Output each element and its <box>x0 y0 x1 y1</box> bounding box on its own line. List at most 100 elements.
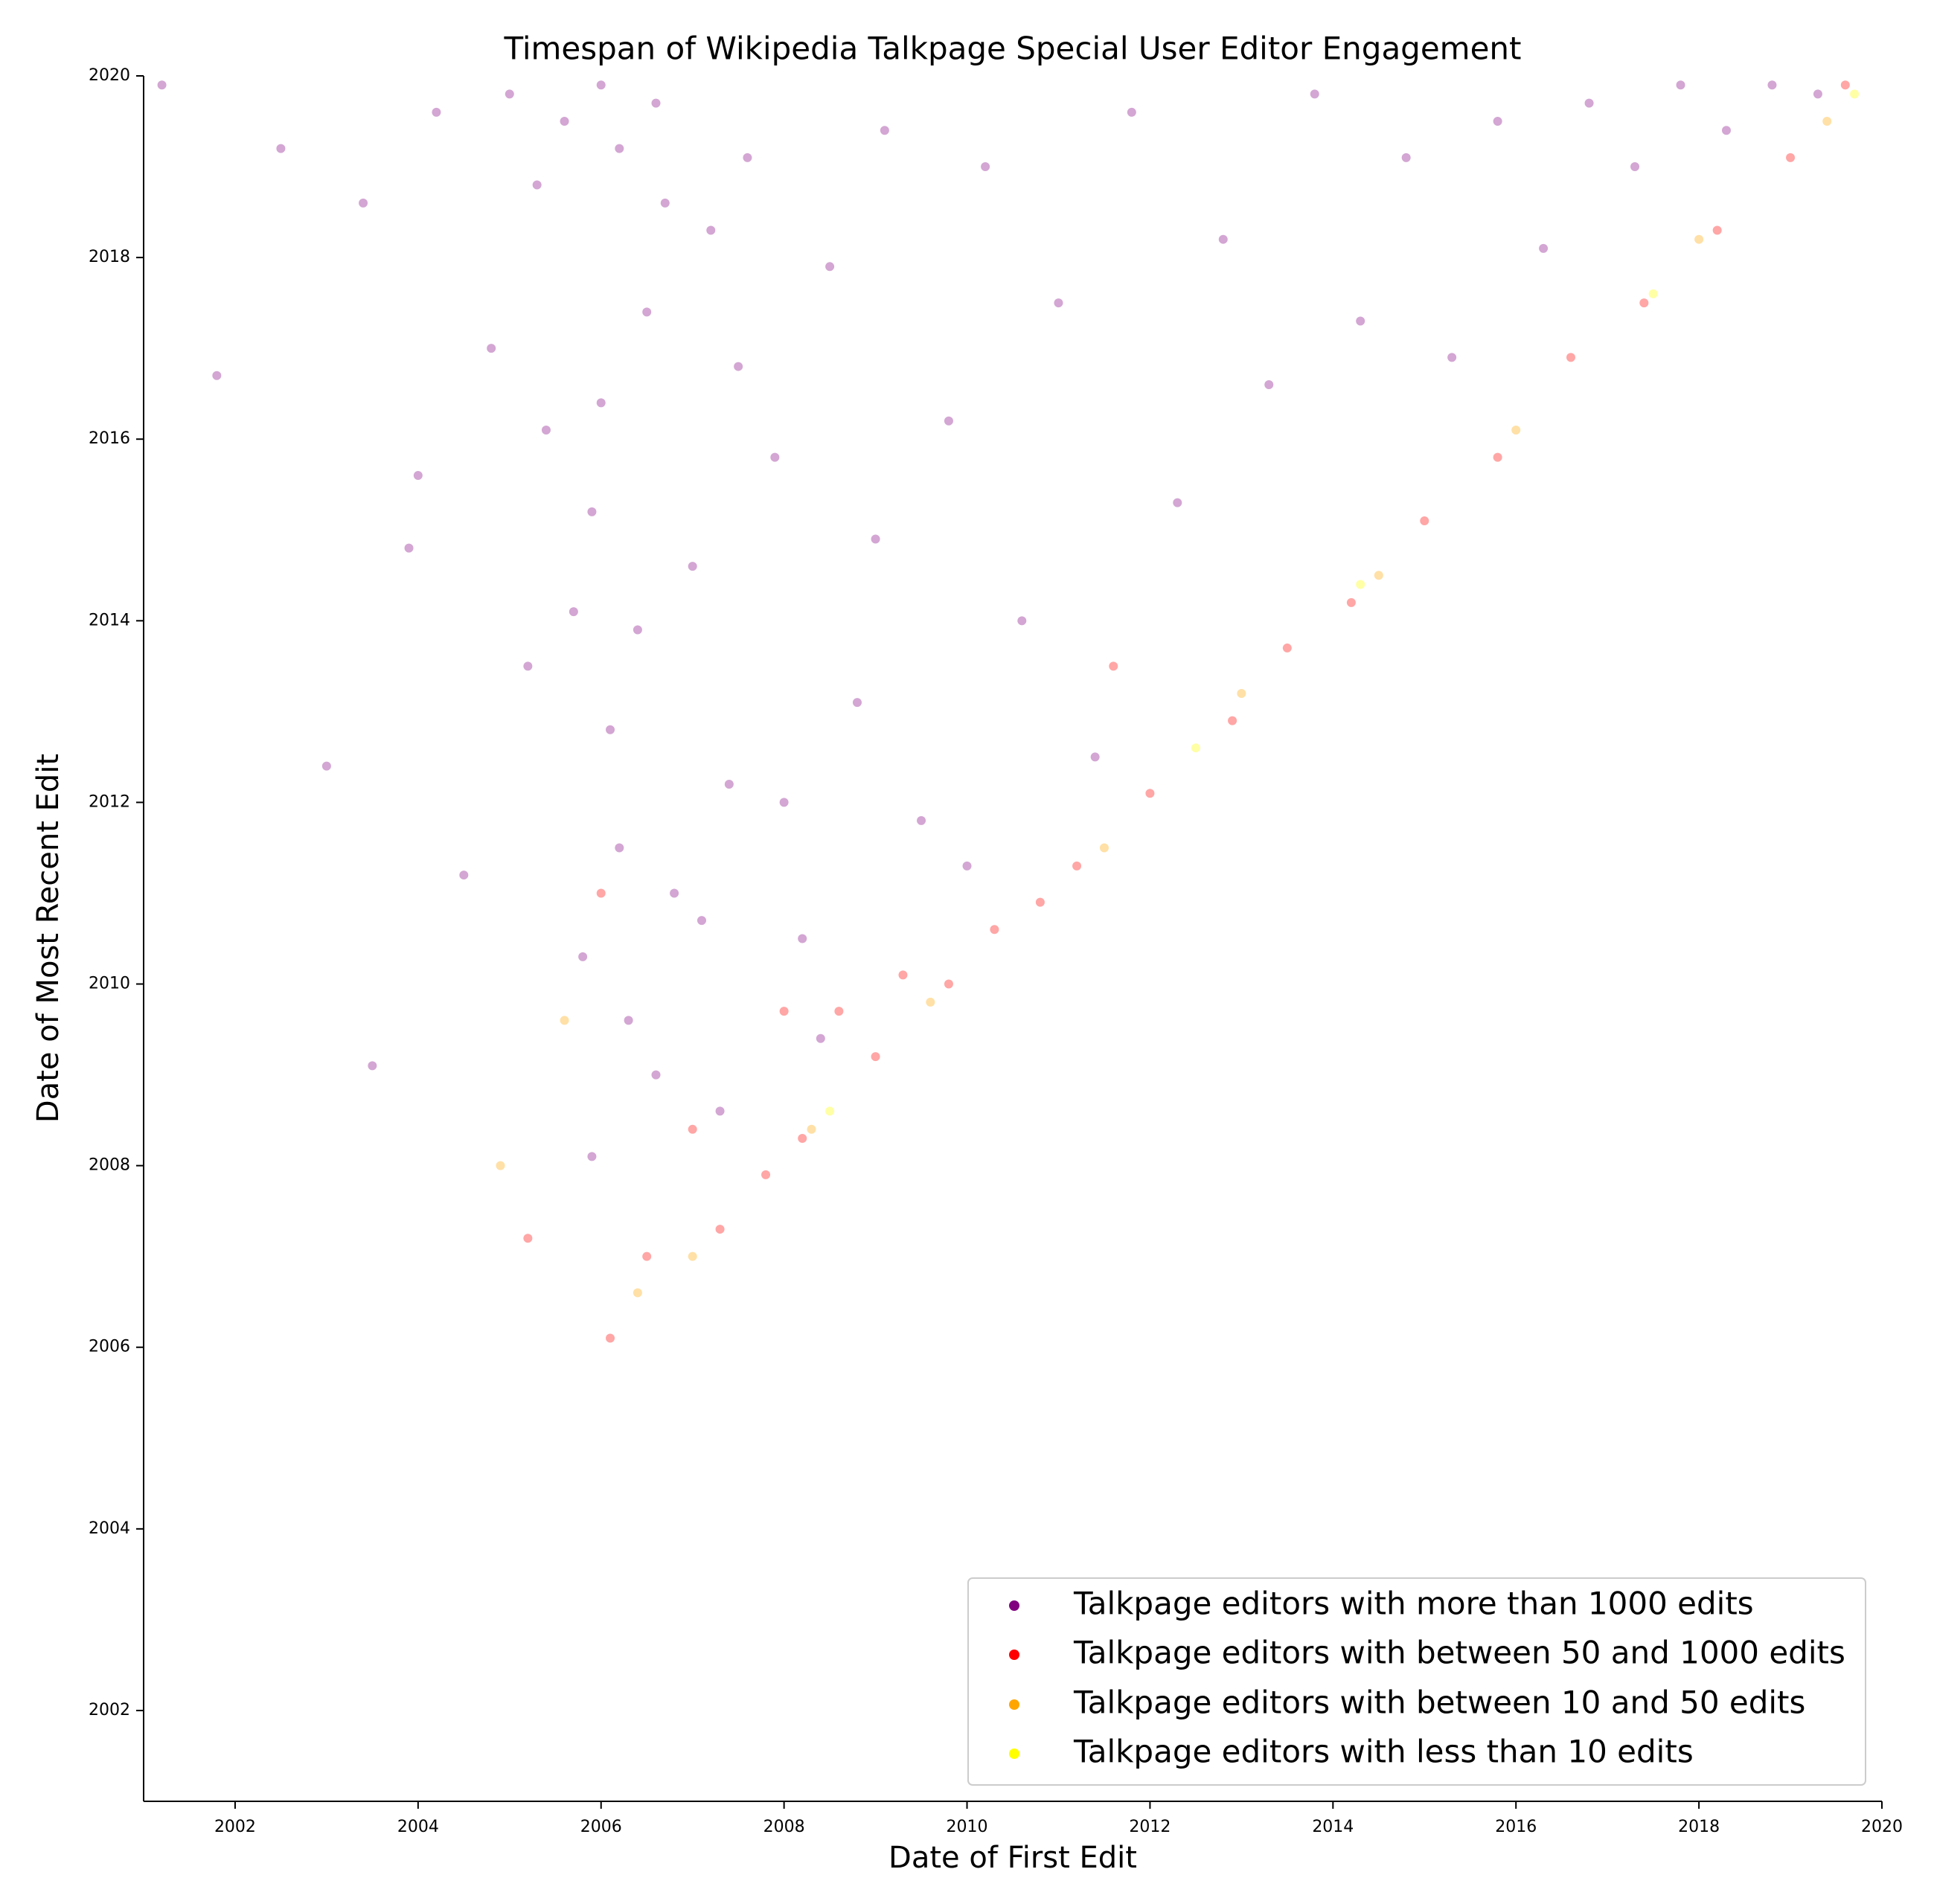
data-point <box>1566 353 1575 362</box>
data-point <box>523 661 533 671</box>
data-point <box>633 1288 642 1298</box>
data-point <box>596 80 606 90</box>
data-point <box>706 225 716 235</box>
data-point <box>1539 243 1549 253</box>
data-point <box>651 98 661 108</box>
legend-label: Talkpage editors with between 10 and 50 … <box>1073 1685 1805 1721</box>
data-point <box>1648 289 1658 298</box>
data-point <box>898 970 908 980</box>
data-point <box>587 1152 597 1161</box>
data-point <box>871 534 880 544</box>
data-point <box>541 426 551 435</box>
data-point <box>1767 80 1777 90</box>
x-tick-label: 2014 <box>1312 1818 1354 1836</box>
data-point <box>724 780 734 789</box>
data-point <box>715 1106 725 1116</box>
data-point <box>807 1124 816 1134</box>
y-tick-label: 2006 <box>89 1338 130 1356</box>
data-point <box>404 543 414 553</box>
data-point <box>368 1061 377 1071</box>
data-point <box>642 307 652 317</box>
data-point <box>944 416 953 426</box>
data-point <box>743 153 752 162</box>
x-tick-label: 2006 <box>580 1818 622 1836</box>
data-point <box>1145 789 1155 798</box>
data-point <box>212 371 222 380</box>
y-tick-label: 2002 <box>89 1701 130 1719</box>
y-tick-label: 2012 <box>89 792 130 811</box>
legend-label: Talkpage editors with more than 1000 edi… <box>1073 1586 1754 1622</box>
data-point <box>962 861 972 871</box>
data-point <box>633 625 642 635</box>
data-point <box>1374 571 1383 580</box>
data-point <box>1173 498 1182 507</box>
data-point <box>761 1170 771 1179</box>
data-point <box>715 1225 725 1234</box>
data-point <box>1813 89 1822 99</box>
data-point <box>615 843 624 853</box>
data-point <box>157 80 167 90</box>
data-point <box>1090 752 1100 762</box>
y-tick-label: 2014 <box>89 611 130 629</box>
data-point <box>1694 234 1704 244</box>
legend-marker <box>1009 1748 1019 1759</box>
data-point <box>1721 126 1731 135</box>
data-point <box>615 144 624 153</box>
data-point <box>359 198 368 208</box>
x-tick-label: 2018 <box>1678 1818 1720 1836</box>
data-point <box>1237 688 1246 698</box>
data-point <box>578 952 588 961</box>
data-point <box>834 1007 844 1016</box>
data-point <box>432 107 441 117</box>
legend-marker <box>1009 1600 1019 1611</box>
data-point <box>1035 897 1045 907</box>
data-point <box>487 344 496 353</box>
data-point <box>1127 107 1136 117</box>
legend-entries: Talkpage editors with more than 1000 edi… <box>1009 1586 1845 1770</box>
data-point <box>880 126 889 135</box>
data-point <box>1099 843 1109 853</box>
data-point <box>990 925 999 935</box>
data-point <box>532 180 542 190</box>
data-point <box>944 979 953 989</box>
y-tick-label: 2004 <box>89 1519 130 1538</box>
data-point <box>1218 234 1228 244</box>
data-point <box>276 144 286 153</box>
data-point <box>697 916 706 926</box>
data-point <box>1310 89 1319 99</box>
x-tick-label: 2008 <box>763 1818 805 1836</box>
data-point <box>734 362 743 371</box>
data-point <box>606 725 615 734</box>
data-point <box>651 1070 661 1080</box>
data-point <box>1346 597 1356 607</box>
data-point <box>1584 98 1594 108</box>
data-point <box>917 815 926 825</box>
plot-area <box>157 80 1860 1343</box>
data-point <box>596 398 606 408</box>
data-point <box>1630 162 1640 172</box>
data-point <box>926 997 935 1007</box>
x-tick-label: 2002 <box>214 1818 256 1836</box>
data-point <box>642 1251 652 1261</box>
data-point <box>624 1016 633 1025</box>
data-point <box>1228 716 1237 725</box>
legend-label: Talkpage editors with less than 10 edits <box>1073 1734 1694 1770</box>
y-tick-label: 2016 <box>89 429 130 448</box>
data-point <box>981 162 990 172</box>
data-point <box>816 1033 825 1043</box>
data-point <box>770 452 780 462</box>
legend-label: Talkpage editors with between 50 and 100… <box>1073 1635 1845 1671</box>
y-axis-label: Date of Most Recent Edit <box>31 754 65 1123</box>
data-point <box>1282 643 1292 653</box>
data-point <box>505 89 514 99</box>
data-point <box>1109 661 1118 671</box>
data-point <box>1639 298 1649 308</box>
chart-title: Timespan of Wikipedia Talkpage Special U… <box>503 31 1521 67</box>
data-point <box>1712 225 1722 235</box>
data-point <box>569 607 578 617</box>
data-point <box>459 871 469 880</box>
data-point <box>825 262 835 272</box>
data-point <box>1850 89 1860 99</box>
